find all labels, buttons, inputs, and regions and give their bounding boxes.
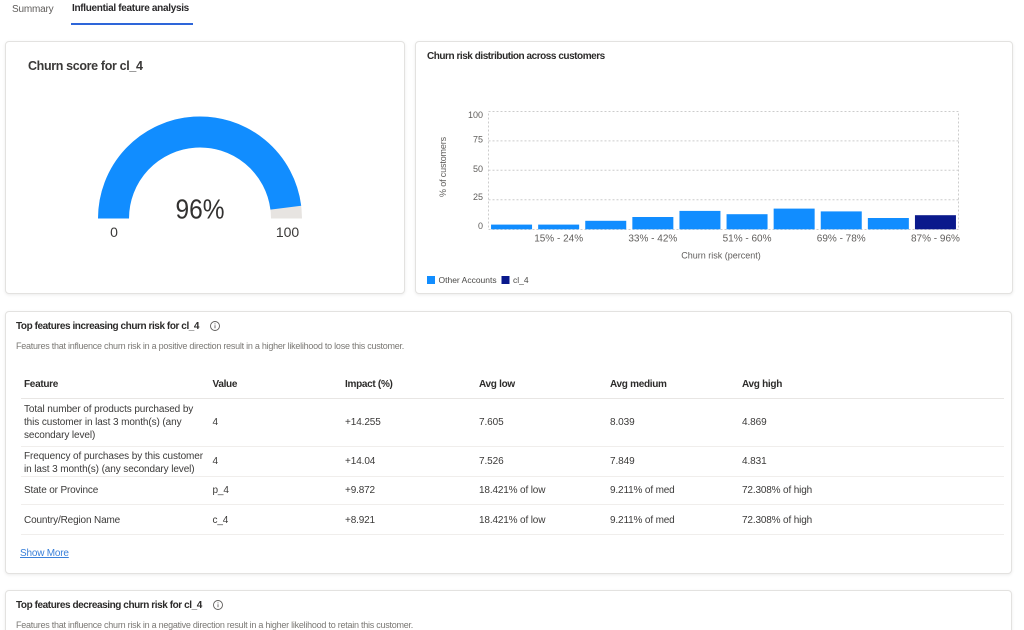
svg-text:75: 75 [473,134,483,144]
svg-text:Churn risk (percent): Churn risk (percent) [681,251,761,261]
svg-text:50: 50 [473,164,483,174]
svg-text:100: 100 [468,110,483,120]
svg-text:Other Accounts: Other Accounts [439,275,497,285]
svg-text:33% - 42%: 33% - 42% [628,234,677,245]
svg-text:69% - 78%: 69% - 78% [817,234,866,245]
svg-text:87% - 96%: 87% - 96% [911,234,960,245]
svg-text:51% - 60%: 51% - 60% [723,234,772,245]
svg-text:15% - 24%: 15% - 24% [534,234,583,245]
svg-text:0: 0 [478,221,483,231]
svg-text:0: 0 [110,224,118,240]
svg-text:96%: 96% [176,194,225,225]
svg-text:25: 25 [473,192,483,202]
svg-text:% of customers: % of customers [438,136,448,197]
svg-text:cl_4: cl_4 [513,275,529,285]
svg-text:100: 100 [276,224,300,240]
